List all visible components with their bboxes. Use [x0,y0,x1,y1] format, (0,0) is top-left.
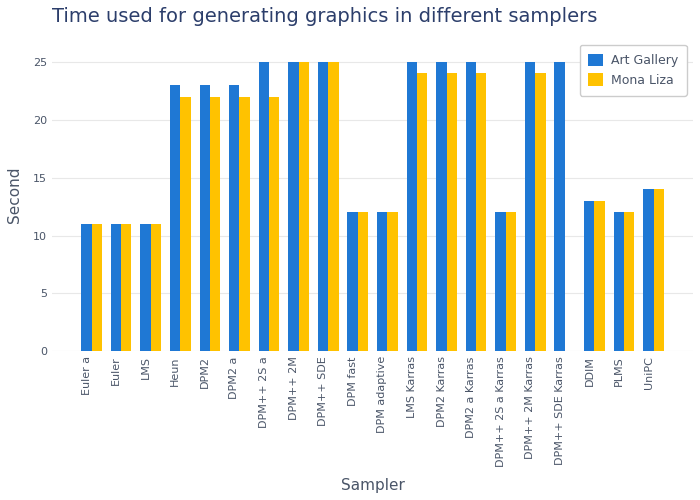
Bar [181,96,190,352]
Bar [150,224,161,352]
Bar [111,224,121,352]
Bar [536,74,545,351]
Bar [269,96,279,352]
Bar [554,62,565,352]
Bar [210,96,220,352]
Bar [417,74,427,351]
Bar [92,224,102,352]
Bar [121,224,132,352]
Text: Time used for generating graphics in different samplers: Time used for generating graphics in dif… [52,7,597,26]
Bar [447,74,457,351]
Bar [654,189,664,352]
Bar [239,96,250,352]
Bar [328,62,339,352]
Y-axis label: Second: Second [7,166,22,223]
Bar [358,212,368,352]
Bar [229,85,239,351]
Bar [624,212,634,352]
Bar [347,212,358,352]
Bar [614,212,624,352]
Bar [476,74,486,351]
Bar [318,62,328,352]
Bar [505,212,516,352]
Legend: Art Gallery, Mona Liza: Art Gallery, Mona Liza [580,45,687,96]
Bar [140,224,150,352]
Bar [496,212,505,352]
Bar [436,62,447,352]
X-axis label: Sampler: Sampler [341,478,405,493]
Bar [594,201,605,352]
Bar [407,62,417,352]
Bar [199,85,210,351]
Bar [466,62,476,352]
Bar [525,62,536,352]
Bar [387,212,398,352]
Bar [643,189,654,352]
Bar [259,62,269,352]
Bar [377,212,387,352]
Bar [81,224,92,352]
Bar [288,62,299,352]
Bar [584,201,594,352]
Bar [170,85,181,351]
Bar [299,62,309,352]
